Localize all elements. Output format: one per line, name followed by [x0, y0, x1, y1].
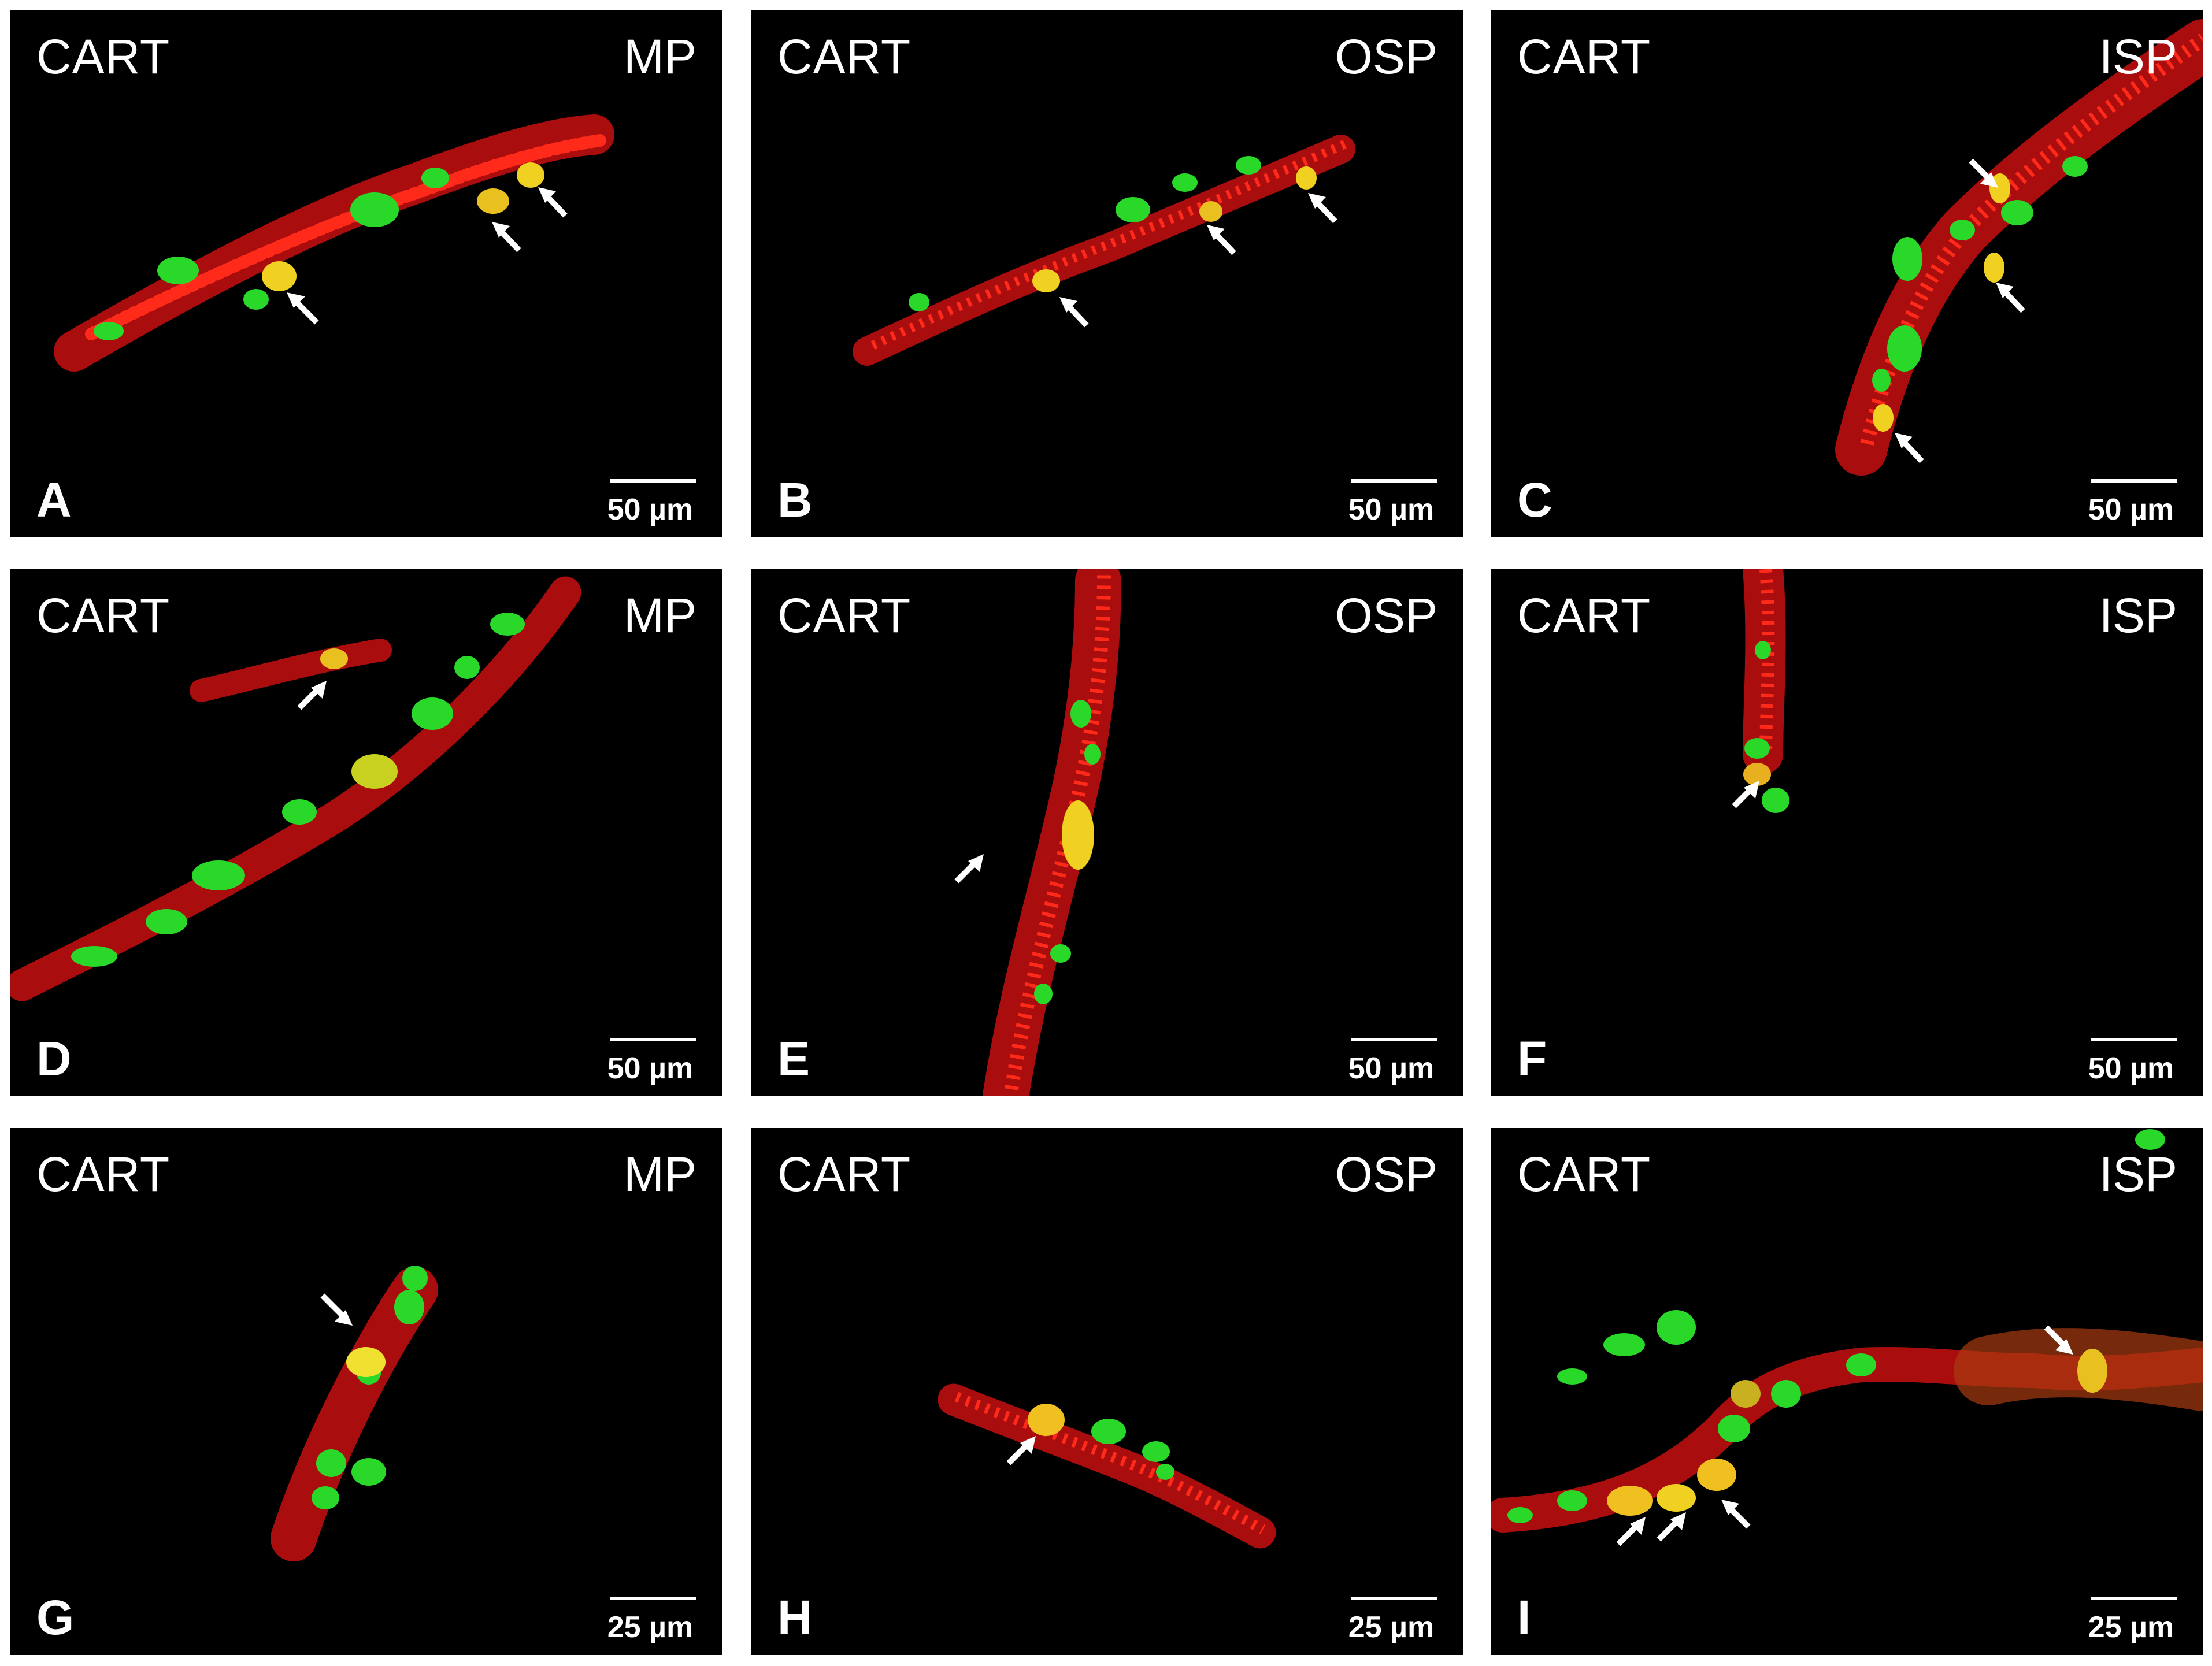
- panel-letter: I: [1517, 1590, 1531, 1645]
- stain-label: CART: [1517, 1147, 1651, 1201]
- stain-label: CART: [36, 588, 171, 643]
- tissue-image-b: [853, 135, 1355, 366]
- region-label: MP: [624, 588, 696, 643]
- region-label: OSP: [1335, 29, 1437, 84]
- region-label: ISP: [2099, 1147, 2177, 1201]
- tissue-image-g: [271, 1266, 438, 1561]
- scale-bar: [2091, 1597, 2177, 1600]
- stain-label: CART: [777, 1147, 912, 1201]
- panel-letter: F: [1517, 1031, 1547, 1086]
- scale-bar: [1351, 1038, 1437, 1041]
- micrograph-panel-a: CART MP A 50 µm: [10, 10, 722, 537]
- tissue-image-a: [54, 114, 614, 372]
- panel-letter: A: [36, 473, 72, 527]
- scale-bar-label: 50 µm: [2088, 493, 2174, 526]
- scale-bar: [2091, 479, 2177, 483]
- scale-bar: [1351, 1597, 1437, 1600]
- tissue-image-c: [1835, 19, 2203, 476]
- region-label: ISP: [2099, 29, 2177, 84]
- tissue-image-e: [954, 569, 1121, 1096]
- stain-label: CART: [1517, 588, 1651, 643]
- panel-letter: B: [777, 473, 813, 527]
- panel-letter: C: [1517, 473, 1553, 527]
- micrograph-panel-f: CART ISP F 50 µm: [1491, 569, 2203, 1096]
- tissue-image-i: [1491, 1129, 2203, 1546]
- region-label: MP: [624, 1147, 696, 1201]
- tissue-image-d: [10, 576, 581, 1001]
- stain-label: CART: [36, 1147, 171, 1201]
- scale-bar-label: 25 µm: [1348, 1611, 1435, 1644]
- region-label: ISP: [2099, 588, 2177, 643]
- scale-bar: [610, 1597, 696, 1600]
- panel-letter: H: [777, 1590, 813, 1645]
- panel-letter: D: [36, 1031, 72, 1086]
- scale-bar-label: 25 µm: [2088, 1611, 2174, 1644]
- scale-bar: [2091, 1038, 2177, 1041]
- scale-bar: [610, 1038, 696, 1041]
- micrograph-panel-b: CART OSP B 50 µm: [751, 10, 1463, 537]
- scale-bar-label: 50 µm: [2088, 1052, 2174, 1085]
- stain-label: CART: [777, 29, 912, 84]
- stain-label: CART: [1517, 29, 1651, 84]
- stain-label: CART: [36, 29, 171, 84]
- micrograph-panel-c: CART ISP C 50 µm: [1491, 10, 2203, 537]
- micrograph-panel-d: CART MP D 50 µm: [10, 569, 722, 1096]
- stain-label: CART: [777, 588, 912, 643]
- scale-bar: [610, 479, 696, 483]
- tissue-image-h: [938, 1383, 1276, 1549]
- micrograph-panel-h: CART OSP H 25 µm: [751, 1128, 1463, 1655]
- panel-letter: E: [777, 1031, 810, 1086]
- scale-bar-label: 50 µm: [1348, 493, 1435, 526]
- region-label: MP: [624, 29, 696, 84]
- panel-letter: G: [36, 1590, 75, 1645]
- tissue-image-f: [1732, 569, 1789, 813]
- micrograph-panel-g: CART MP G 25 µm: [10, 1128, 722, 1655]
- scale-bar-label: 25 µm: [607, 1611, 694, 1644]
- region-label: OSP: [1335, 588, 1437, 643]
- scale-bar-label: 50 µm: [607, 493, 694, 526]
- micrograph-panel-i: CART ISP I 25 µm: [1491, 1128, 2203, 1655]
- scale-bar-label: 50 µm: [607, 1052, 694, 1085]
- region-label: OSP: [1335, 1147, 1437, 1201]
- scale-bar-label: 50 µm: [1348, 1052, 1435, 1085]
- scale-bar: [1351, 479, 1437, 483]
- micrograph-panel-e: CART OSP E 50 µm: [751, 569, 1463, 1096]
